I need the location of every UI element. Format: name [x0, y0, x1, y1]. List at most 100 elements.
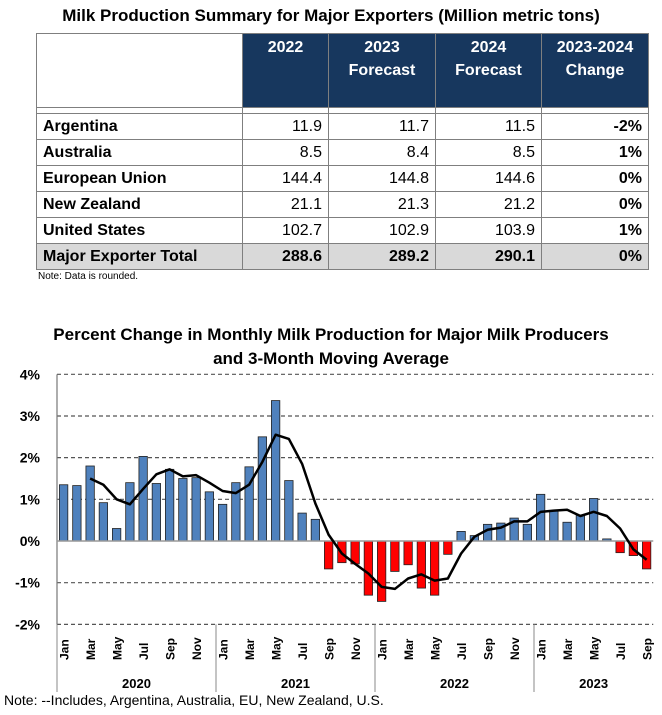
cell: 103.9 — [435, 217, 542, 244]
bar — [443, 540, 453, 555]
row-label: United States — [36, 217, 243, 244]
cell: 144.8 — [328, 165, 436, 192]
month-label: Sep — [482, 638, 496, 660]
row-label: Argentina — [36, 113, 243, 140]
bar — [297, 512, 307, 542]
y-tick-label: 1% — [20, 491, 41, 507]
bar — [549, 510, 559, 542]
bar — [310, 518, 320, 542]
total-change: 0% — [541, 243, 649, 270]
bar — [72, 485, 82, 542]
bar — [257, 436, 267, 542]
cell: 1% — [541, 217, 649, 244]
chart-title-line-2: and 3-Month Moving Average — [213, 349, 449, 368]
chart-note: Note: --Includes, Argentina, Australia, … — [4, 692, 384, 708]
month-label: Jan — [217, 639, 231, 660]
cell: -2% — [541, 113, 649, 140]
month-label: Nov — [508, 637, 522, 660]
cell: 11.5 — [435, 113, 542, 140]
bar — [85, 465, 95, 542]
month-label: Sep — [164, 638, 178, 660]
bar — [416, 540, 426, 589]
row-label: Australia — [36, 139, 243, 166]
bar — [430, 540, 440, 596]
month-label: Mar — [84, 638, 98, 660]
bar — [456, 531, 466, 542]
bar — [204, 491, 214, 542]
bar — [271, 400, 281, 542]
month-label: Sep — [323, 638, 337, 660]
y-tick-label: 2% — [20, 450, 41, 466]
bar — [575, 514, 585, 542]
month-label: May — [270, 636, 284, 660]
table-title: Milk Production Summary for Major Export… — [62, 6, 600, 25]
cell: 11.9 — [242, 113, 329, 140]
header-change: 2023-2024 Change — [541, 33, 649, 108]
month-label: Jul — [455, 643, 469, 660]
bar — [191, 477, 201, 542]
y-tick-label: 0% — [20, 533, 41, 549]
moving-average-line — [89, 433, 648, 591]
bar — [324, 540, 334, 570]
total-2022: 288.6 — [242, 243, 329, 270]
bar — [165, 468, 175, 542]
header-2024: 2024 Forecast — [435, 33, 542, 108]
bar — [125, 482, 135, 542]
y-tick-label: 4% — [20, 366, 41, 382]
bar — [98, 502, 108, 542]
total-label: Major Exporter Total — [36, 243, 243, 270]
month-label: May — [429, 636, 443, 660]
cell: 102.7 — [242, 217, 329, 244]
month-label: Jul — [296, 643, 310, 660]
year-label: 2020 — [122, 676, 151, 691]
bar — [562, 521, 572, 542]
bar — [390, 540, 400, 572]
chart-title: Percent Change in Monthly Milk Productio… — [0, 323, 662, 371]
bar — [151, 483, 161, 542]
bar — [284, 480, 294, 542]
table-row: European Union 144.4 144.8 144.6 0% — [36, 165, 649, 192]
month-label: Jul — [137, 643, 151, 660]
month-label: Jan — [376, 639, 390, 660]
bar — [589, 498, 599, 542]
bar — [536, 493, 546, 542]
month-label: Jan — [535, 639, 549, 660]
total-2023: 289.2 — [328, 243, 436, 270]
y-tick-label: -1% — [15, 575, 40, 591]
bar — [138, 456, 148, 542]
bar — [403, 540, 413, 566]
bar — [178, 478, 188, 542]
cell: 144.4 — [242, 165, 329, 192]
month-label: Jul — [614, 643, 628, 660]
cell: 1% — [541, 139, 649, 166]
month-label: Sep — [641, 638, 655, 660]
cell: 0% — [541, 191, 649, 218]
month-label: Mar — [243, 638, 257, 660]
total-row: Major Exporter Total 288.6 289.2 290.1 0… — [36, 243, 649, 270]
month-label: May — [111, 636, 125, 660]
header-2023: 2023 Forecast — [328, 33, 436, 108]
bar — [112, 528, 122, 542]
month-label: Jan — [58, 639, 72, 660]
chart-title-line-1: Percent Change in Monthly Milk Productio… — [53, 325, 609, 344]
cell: 8.5 — [435, 139, 542, 166]
bar — [615, 540, 625, 554]
month-label: Mar — [561, 638, 575, 660]
bar — [377, 540, 387, 602]
month-label: Nov — [349, 637, 363, 660]
year-label: 2022 — [440, 676, 469, 691]
year-label: 2021 — [281, 676, 310, 691]
cell: 21.3 — [328, 191, 436, 218]
table-row: New Zealand 21.1 21.3 21.2 0% — [36, 191, 649, 218]
production-table: 2022 2023 Forecast 2024 Forecast 2023-20… — [36, 33, 649, 270]
table-row: United States 102.7 102.9 103.9 1% — [36, 217, 649, 244]
cell: 21.2 — [435, 191, 542, 218]
month-label: Nov — [190, 637, 204, 660]
table-note: Note: Data is rounded. — [38, 271, 139, 282]
bar — [363, 540, 373, 596]
y-tick-label: -2% — [15, 616, 40, 632]
bar — [642, 540, 652, 570]
month-label: Mar — [402, 638, 416, 660]
y-tick-label: 3% — [20, 408, 41, 424]
